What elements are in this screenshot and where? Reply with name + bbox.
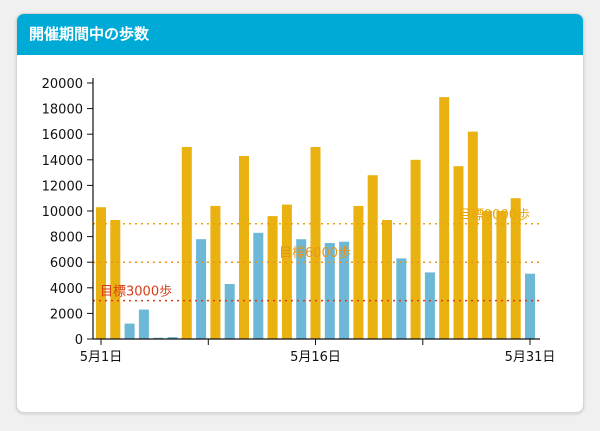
bar-day-30 <box>510 198 521 339</box>
bar-day-20 <box>367 175 378 339</box>
bar-day-7 <box>181 147 192 339</box>
bar-day-24 <box>424 272 435 339</box>
y-tick-label-20000: 20000 <box>42 77 83 92</box>
goal-label-9000: 目標9000歩 <box>458 208 530 223</box>
y-tick-label-8000: 8000 <box>50 231 83 246</box>
goal-label-3000: 目標3000歩 <box>100 285 172 300</box>
bar-day-5 <box>153 337 164 339</box>
axes-layer: 0 2000 4000 6000 8000 10000 12000 14000 16000 180… <box>42 77 556 365</box>
y-tick-label-16000: 16000 <box>42 128 83 143</box>
bar-day-23 <box>410 159 421 339</box>
x-tick-label-day-1: 5月1日 <box>80 350 123 365</box>
bar-day-12 <box>253 232 264 339</box>
bar-day-13 <box>267 216 278 339</box>
bar-day-19 <box>353 205 364 339</box>
y-tick-label-0: 0 <box>75 333 83 348</box>
bar-day-4 <box>138 309 149 339</box>
bar-day-9 <box>210 205 221 339</box>
bar-day-15 <box>296 239 307 339</box>
x-tick-label-day-31: 5月31日 <box>505 350 556 365</box>
bar-day-8 <box>196 239 207 339</box>
y-tick-label-2000: 2000 <box>50 307 83 322</box>
bar-day-26 <box>453 166 464 339</box>
bar-day-2 <box>110 220 121 339</box>
bar-day-29 <box>496 211 507 339</box>
y-tick-label-12000: 12000 <box>42 179 83 194</box>
goal-label-6000: 目標6000歩 <box>279 246 351 261</box>
bar-day-31 <box>525 273 535 339</box>
bars-layer <box>96 97 535 339</box>
bar-day-22 <box>396 258 407 339</box>
y-tick-label-10000: 10000 <box>42 205 83 220</box>
reference-lines-layer: 目標3000歩 目標6000歩 目標9000歩 <box>93 208 540 302</box>
y-tick-label-14000: 14000 <box>42 154 83 169</box>
bar-day-25 <box>439 97 450 339</box>
bar-day-28 <box>482 211 493 339</box>
bar-day-21 <box>382 220 392 339</box>
bar-day-27 <box>467 131 478 339</box>
bar-day-1 <box>96 207 106 339</box>
bar-day-6 <box>167 337 178 339</box>
bar-day-14 <box>281 204 292 339</box>
bar-day-17 <box>324 243 335 339</box>
y-tick-label-4000: 4000 <box>50 282 83 297</box>
bar-day-3 <box>124 323 135 339</box>
bar-day-18 <box>339 241 350 339</box>
card-title: 開催期間中の歩数 <box>17 14 583 55</box>
y-tick-label-6000: 6000 <box>50 256 83 271</box>
y-tick-label-18000: 18000 <box>42 103 83 118</box>
bar-day-11 <box>239 156 249 339</box>
x-tick-label-day-16: 5月16日 <box>290 350 341 365</box>
bar-day-16 <box>310 147 321 339</box>
bar-day-10 <box>224 284 235 339</box>
